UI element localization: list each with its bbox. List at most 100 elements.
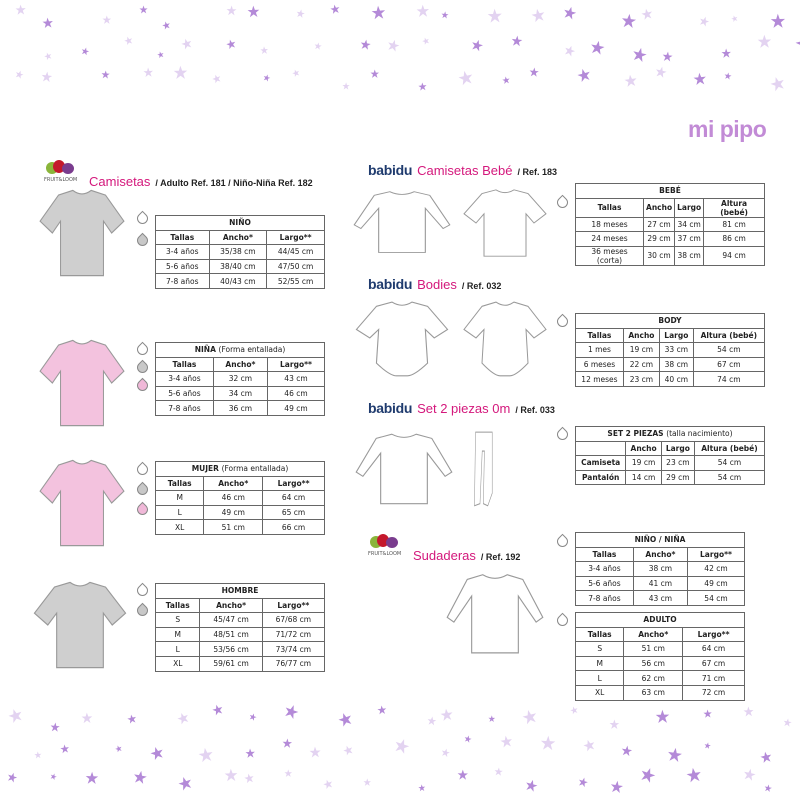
table-title: BODY (575, 313, 765, 329)
table-cell: 72 cm (682, 684, 745, 701)
column-header: Ancho (622, 327, 660, 344)
table-cell: 1 mes (575, 342, 624, 358)
star-icon (579, 777, 589, 787)
table-cell: 36 meses (corta) (574, 245, 645, 266)
star-icon (247, 5, 260, 17)
table-title: NIÑO / NIÑA (575, 532, 745, 548)
table-cell: 73/74 cm (261, 641, 326, 657)
table-cell: 54 cm (693, 455, 766, 471)
star-icon (624, 74, 637, 87)
size-table-bebe: BEBÉ Tallas Ancho Largo Altura (bebé) 18 mes… (574, 183, 765, 266)
column-header: Largo** (682, 626, 745, 643)
table-row: M 46 cm 64 cm (154, 490, 325, 506)
table-cell: 32 cm (212, 371, 268, 387)
star-icon (363, 778, 371, 786)
table-cell: 38/40 cm (208, 258, 268, 275)
column-header: Largo** (266, 229, 325, 246)
star-icon (81, 47, 89, 56)
section-ref: / Adulto Ref. 181 / Niño-Niña Ref. 182 (155, 178, 313, 188)
star-icon (15, 4, 26, 15)
size-table-nino: NIÑO Tallas Ancho* Largo** 3-4 años 35/38 cm… (155, 215, 325, 289)
babidu-logo: babidu (368, 162, 413, 178)
color-swatch-icon (134, 210, 151, 227)
table-cell: 29 cm (643, 231, 676, 247)
star-icon (284, 769, 293, 778)
star-icon (564, 6, 577, 20)
star-icon (263, 74, 270, 82)
star-icon (41, 71, 53, 82)
column-header (574, 440, 627, 457)
star-icon (494, 767, 503, 777)
table-cell: 53/56 cm (199, 641, 263, 657)
table-cell: 5-6 años (155, 258, 210, 275)
column-header: Tallas (155, 356, 214, 373)
long-sleeve-body-illustration (355, 301, 449, 377)
table-row: XL 51 cm 66 cm (154, 519, 325, 535)
table-cell: 18 meses (574, 216, 645, 233)
star-icon (212, 704, 223, 716)
fruit-of-the-loom-logo: FRUIT&LOOM (368, 534, 408, 560)
table-title-text: NIÑO / NIÑA (634, 535, 686, 545)
table-cell: 40/43 cm (208, 273, 268, 289)
section-title: Sudaderas (413, 548, 476, 563)
star-icon (633, 47, 648, 62)
star-icon (309, 746, 321, 758)
table-row: 7-8 años 36 cm 49 cm (155, 400, 326, 416)
star-icon (342, 745, 353, 756)
table-cell: 44/45 cm (266, 244, 325, 260)
table-cell: 36 cm (212, 400, 268, 416)
table-cell: 54 cm (686, 590, 746, 606)
table-cell: 46 cm (203, 490, 264, 506)
star-icon (173, 65, 188, 80)
table-cell: 51 cm (623, 641, 684, 657)
star-icon (609, 719, 619, 729)
table-title-text: BODY (658, 316, 682, 326)
table-cell: M (574, 655, 625, 672)
star-icon (656, 709, 670, 724)
table-row: L 49 cm 65 cm (154, 504, 325, 521)
star-icon (583, 740, 595, 752)
table-cell: Pantalón (574, 469, 627, 486)
star-icon (522, 709, 537, 725)
star-icon (60, 744, 69, 754)
table-row: S 51 cm 64 cm (574, 641, 745, 657)
star-icon (655, 66, 667, 78)
table-cell: 47/50 cm (266, 258, 325, 275)
table-cell: 27 cm (643, 216, 676, 233)
star-icon (721, 48, 731, 58)
long-sleeve-baby-shirt-illustration (353, 191, 451, 253)
star-icon (156, 51, 164, 59)
table-cell: 65 cm (262, 504, 325, 521)
star-icon (422, 37, 430, 45)
table-cell: 48/51 cm (199, 626, 263, 643)
star-icon (314, 42, 323, 50)
table-cell: 43 cm (266, 371, 326, 387)
table-cell: XL (154, 519, 205, 535)
star-icon (371, 6, 385, 20)
section-header-camisetas_bebe: babidu Camisetas Bebé / Ref. 183 (368, 162, 557, 178)
table-row: 1 mes 19 cm 33 cm 54 cm (575, 342, 766, 358)
star-icon (178, 776, 191, 791)
set-shirt-illustration (355, 433, 453, 505)
table-cell: 29 cm (660, 469, 695, 486)
star-icon (457, 769, 468, 780)
star-icon (323, 779, 333, 790)
table-cell: L (154, 504, 205, 521)
section-ref: / Ref. 032 (461, 281, 502, 291)
star-icon (570, 706, 578, 715)
star-icon (731, 15, 738, 22)
color-swatch-icon (134, 232, 151, 249)
table-cell: 64 cm (682, 641, 745, 657)
table-row: M 48/51 cm 71/72 cm (154, 626, 326, 643)
section-header-sudaderas: FRUIT&LOOM Sudaderas / Ref. 192 (368, 534, 520, 563)
column-header: Tallas (575, 327, 624, 344)
color-swatch-icon (134, 582, 151, 599)
star-icon (134, 771, 148, 785)
section-title: Bodies (417, 277, 457, 292)
table-cell: 38 cm (632, 561, 688, 577)
table-cell: XL (154, 655, 201, 672)
size-table-hombre: HOMBRE Tallas Ancho* Largo** S 45/47 cm 67/68… (154, 583, 326, 672)
column-header: Tallas (154, 475, 205, 492)
table-cell: 35/38 cm (208, 244, 268, 260)
star-icon (693, 72, 706, 86)
